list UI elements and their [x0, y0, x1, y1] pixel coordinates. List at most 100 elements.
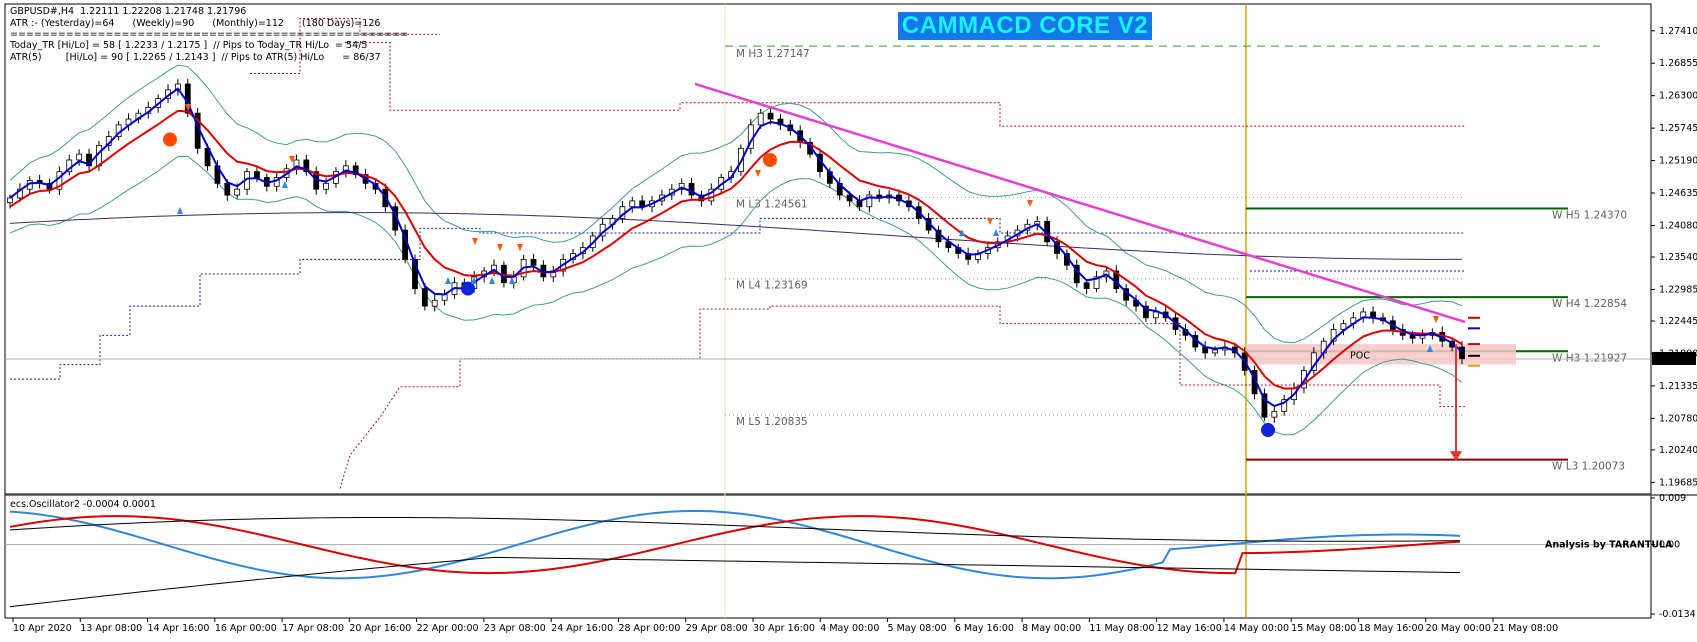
bollinger-upper	[9, 64, 1463, 344]
weekly-level-label: W H5 1.24370	[1552, 209, 1627, 221]
candle-body	[678, 182, 685, 190]
long-ma-line	[9, 212, 1463, 260]
y-tick-label: 1.20780	[1659, 413, 1697, 424]
x-tick-label: 17 Apr 08:00	[282, 623, 344, 634]
buy-arrow-icon	[1427, 345, 1433, 352]
upper-pivot-band	[345, 41, 1465, 127]
candle-body	[234, 188, 241, 196]
x-tick-label: 15 May 08:00	[1291, 623, 1356, 634]
sell-signal-dot	[763, 152, 777, 167]
monthly-level-label: M L3 1.24561	[736, 198, 808, 210]
x-tick-label: 10 Apr 2020	[13, 623, 72, 634]
x-tick-label: 18 May 16:00	[1358, 623, 1423, 634]
osc-black-line-upper	[9, 516, 1461, 542]
candle-body	[1083, 282, 1090, 289]
y-tick-label: 1.23540	[1659, 252, 1697, 263]
osc-y-tick-label: 0.00	[1659, 540, 1680, 551]
today-tr-line: Today_TR [Hi/Lo] = 58 [ 1.2233 / 1.2175 …	[10, 40, 368, 51]
x-tick-label: 12 May 16:00	[1157, 623, 1222, 634]
candle-body	[1330, 329, 1337, 342]
candle-body	[767, 112, 774, 120]
candle-body	[431, 299, 438, 307]
x-tick-label: 5 May 08:00	[888, 623, 947, 634]
candle-body	[1143, 305, 1149, 319]
candle-body	[1459, 346, 1465, 360]
analysis-annotation: Analysis by TARANTULA	[1545, 540, 1673, 551]
x-tick-label: 21 May 08:00	[1493, 623, 1558, 634]
slow-ma-line	[9, 109, 1463, 390]
candle-body	[7, 197, 13, 204]
x-tick-label: 29 Apr 08:00	[686, 623, 748, 634]
buy-arrow-icon	[489, 277, 495, 284]
sell-arrow-icon	[1433, 316, 1439, 323]
poc-zone	[1246, 344, 1516, 365]
x-tick-label: 23 Apr 08:00	[484, 623, 546, 634]
x-tick-label: 6 May 16:00	[955, 623, 1014, 634]
candle-body	[698, 194, 705, 202]
sell-arrow-icon	[289, 156, 295, 163]
x-tick-label: 14 Apr 16:00	[148, 623, 210, 634]
bollinger-lower	[9, 155, 1463, 436]
candle-body	[777, 118, 784, 126]
sell-arrow-icon	[517, 244, 523, 251]
sell-arrow-icon	[987, 218, 993, 225]
x-tick-label: 20 Apr 16:00	[349, 623, 411, 634]
osc-black-line-lower	[9, 556, 1461, 608]
buy-arrow-icon	[471, 277, 477, 284]
x-tick-label: 28 Apr 00:00	[618, 623, 680, 634]
candle-body	[1261, 393, 1268, 418]
x-tick-label: 20 May 00:00	[1426, 623, 1491, 634]
x-tick-label: 22 Apr 00:00	[417, 623, 479, 634]
oscillator-title: ecs.Oscillator2 -0.0004 0.0001	[10, 499, 156, 510]
buy-arrow-icon	[177, 207, 183, 214]
candle-body	[76, 153, 83, 161]
x-tick-label: 16 Apr 00:00	[215, 623, 277, 634]
symbol-line: GBPUSD#,H4 1.22111 1.22208 1.21748 1.217…	[10, 6, 247, 17]
y-tick-label: 1.26300	[1659, 91, 1697, 102]
lower-pivot-band	[339, 305, 1465, 489]
weekly-level-label: W L3 1.20073	[1552, 461, 1625, 473]
candle-body	[224, 182, 231, 196]
candle-body	[342, 165, 349, 173]
candle-body	[303, 159, 310, 173]
x-tick-label: 11 May 08:00	[1089, 623, 1154, 634]
y-tick-label: 1.19685	[1659, 477, 1697, 488]
buy-arrow-icon	[959, 229, 965, 236]
monthly-level-label: M H3 1.27147	[736, 48, 810, 60]
osc-y-tick-label: -0.0134	[1659, 609, 1696, 620]
sell-arrow-icon	[1027, 200, 1033, 207]
x-tick-label: 14 May 00:00	[1224, 623, 1289, 634]
candle-body	[688, 182, 695, 196]
candle-body	[1281, 399, 1288, 412]
x-tick-label: 4 May 00:00	[820, 623, 879, 634]
atr5-line: ATR(5) [Hi/Lo] = 90 [ 1.2265 / 1.2143 ] …	[10, 52, 381, 63]
candle-body	[421, 288, 428, 307]
sell-signal-dot	[163, 132, 177, 147]
oscillator-frame	[4, 493, 1652, 619]
osc-blue-line	[9, 509, 1461, 580]
fast-ma-line	[9, 87, 1463, 408]
buy-arrow-icon	[993, 229, 999, 236]
y-tick-label: 1.26855	[1659, 58, 1697, 69]
buy-signal-dot	[1261, 423, 1275, 438]
y-tick-label: 1.21335	[1659, 381, 1697, 392]
y-tick-label: 1.22445	[1659, 316, 1697, 327]
candle-body	[1152, 311, 1159, 319]
x-tick-label: 13 Apr 08:00	[80, 623, 142, 634]
current-price-label: 1.21796	[1655, 354, 1694, 365]
monthly-level-label: M L5 1.20835	[736, 416, 808, 428]
candle-body	[757, 112, 764, 126]
candle-body	[866, 194, 873, 208]
cammacd-banner: CAMMACD CORE V2	[898, 12, 1152, 40]
poc-label: POC	[1350, 351, 1370, 362]
main-plot-frame	[4, 3, 1652, 495]
y-tick-label: 1.25745	[1659, 123, 1697, 134]
weekly-level-label: W H4 1.22854	[1552, 298, 1627, 310]
buy-arrow-icon	[509, 277, 515, 284]
candle-body	[412, 258, 418, 289]
x-tick-label: 30 Apr 16:00	[753, 623, 815, 634]
buy-arrow-icon	[282, 181, 288, 188]
candle-body	[1212, 349, 1218, 354]
atr-line: ATR :- (Yesterday)=64 (Weekly)=90 (Month…	[10, 18, 381, 29]
